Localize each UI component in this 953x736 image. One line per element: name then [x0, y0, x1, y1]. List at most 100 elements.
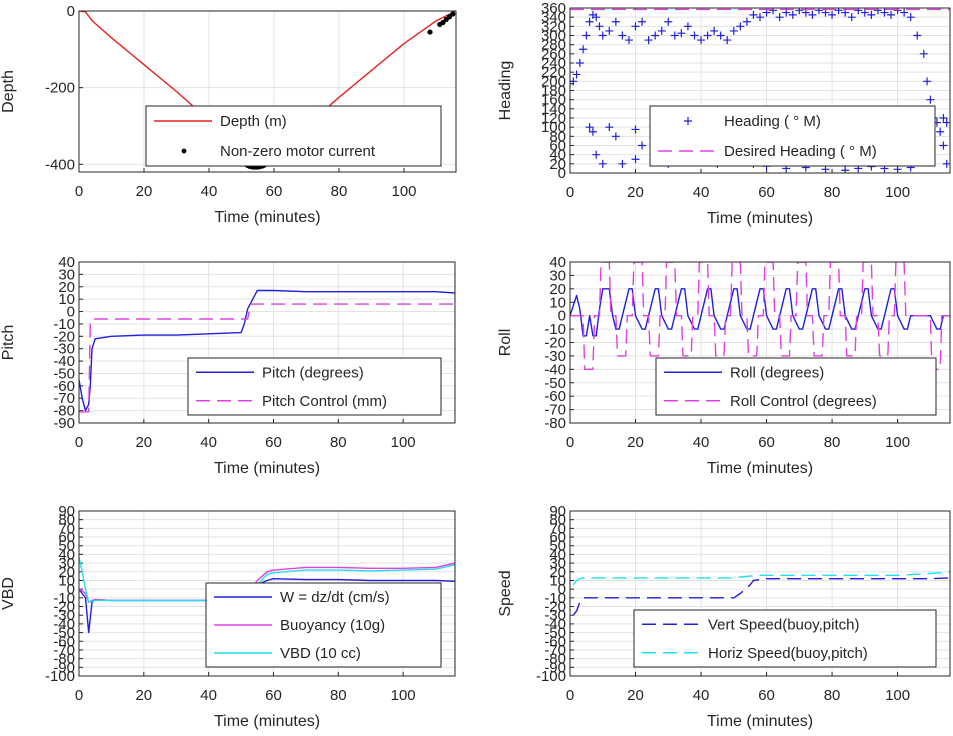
y-tick-label: -80: [53, 403, 75, 420]
data-point: [788, 10, 797, 19]
y-tick-label: -40: [544, 361, 566, 378]
y-tick-label: -40: [53, 616, 75, 633]
data-point: [618, 159, 627, 168]
y-tick-label: -200: [45, 80, 75, 97]
legend-label: Depth (m): [220, 113, 287, 130]
data-point: [631, 125, 640, 134]
data-point: [834, 8, 843, 15]
series-group: [79, 289, 455, 413]
data-point: [867, 10, 876, 19]
y-tick-label: 300: [541, 28, 566, 45]
data-point: [638, 141, 647, 150]
data-point: [585, 123, 594, 132]
y-tick-label: -30: [544, 607, 566, 624]
y-tick-label: -10: [544, 590, 566, 607]
axes-box: [569, 7, 951, 174]
data-point: [906, 13, 915, 22]
data-point: [611, 132, 620, 141]
y-tick-label: 80: [549, 128, 566, 145]
x-tick-label: 60: [265, 434, 282, 451]
x-tick-label: 60: [266, 183, 283, 200]
data-point: [638, 17, 647, 26]
x-tick-label: 40: [200, 434, 217, 451]
legend-box: [633, 609, 937, 668]
x-tick-label: 40: [693, 434, 710, 451]
y-tick-label: -60: [544, 633, 566, 650]
series-group: [572, 571, 950, 616]
y-tick-label: -50: [544, 625, 566, 642]
y-tick-label: -70: [53, 390, 75, 407]
y-tick-label: 10: [58, 291, 75, 308]
legend: Heading ( ° M) Desired Heading ( ° M): [649, 105, 936, 167]
series-line: [570, 262, 950, 370]
y-tick-label: 0: [558, 308, 566, 325]
x-axis-label: Time (minutes): [707, 713, 813, 730]
x-tick-label: 80: [824, 434, 841, 451]
y-tick-label: 80: [549, 512, 566, 529]
y-tick-label: -80: [544, 415, 566, 432]
axes-box: [78, 510, 456, 677]
y-tick-label: 50: [549, 538, 566, 555]
data-point: [624, 36, 633, 45]
y-tick-label: 30: [549, 555, 566, 572]
data-point: [611, 17, 620, 26]
series-line: [79, 289, 455, 412]
y-tick-label: -90: [544, 659, 566, 676]
y-tick-label: 0: [558, 581, 566, 598]
x-tick-label: 80: [330, 687, 347, 704]
legend-label: Pitch (degrees): [262, 364, 364, 381]
x-axis-label: Time (minutes): [707, 210, 813, 227]
legend-label: VBD (10 cc): [280, 645, 361, 662]
y-tick-label: -30: [53, 607, 75, 624]
data-point: [582, 31, 591, 40]
x-axis-label: Time (minutes): [214, 209, 320, 226]
y-tick-label: 340: [541, 9, 566, 26]
y-tick-label: 30: [549, 267, 566, 284]
y-tick-label: -100: [45, 668, 75, 685]
x-axis-label: Time (minutes): [214, 713, 320, 730]
data-point: [775, 13, 784, 22]
legend-label: Roll (degrees): [730, 364, 824, 381]
data-point: [631, 22, 640, 31]
data-point: [887, 10, 896, 19]
y-tick-label: -40: [53, 353, 75, 370]
data-point: [936, 127, 945, 136]
data-point: [847, 13, 856, 22]
legend: Pitch (degrees) Pitch Control (mm): [187, 357, 442, 416]
y-tick-label: -30: [53, 341, 75, 358]
legend-box: [655, 357, 937, 416]
x-tick-label: 20: [627, 687, 644, 704]
x-tick-label: 40: [200, 687, 217, 704]
y-tick-label: -50: [53, 365, 75, 382]
data-point: [664, 17, 673, 26]
data-point: [942, 159, 950, 168]
data-point: [592, 150, 601, 159]
data-point: [427, 29, 433, 35]
y-tick-label: 10: [58, 572, 75, 589]
y-tick-label: -100: [536, 668, 566, 685]
data-point: [814, 8, 823, 15]
y-tick-label: -20: [53, 599, 75, 616]
y-tick-label: 80: [58, 512, 75, 529]
y-tick-label: 20: [58, 564, 75, 581]
data-point: [710, 26, 719, 35]
legend-label: Pitch Control (mm): [262, 393, 387, 410]
data-point: [873, 8, 882, 15]
x-tick-label: 100: [885, 687, 910, 704]
data-point: [570, 77, 578, 86]
chart-panel-2: 0 20 40 60 80 1000204060801001201401601802002…: [497, 0, 951, 227]
axes-box: [569, 261, 951, 424]
data-point: [605, 123, 614, 132]
data-point: [631, 155, 640, 164]
data-point: [756, 13, 764, 22]
data-point: [808, 10, 817, 19]
x-tick-label: 60: [758, 184, 775, 201]
data-point: [618, 31, 627, 40]
data-point: [670, 31, 679, 40]
data-point: [795, 8, 804, 15]
y-tick-label: 360: [541, 0, 566, 17]
y-tick-label: -20: [53, 328, 75, 345]
axes-box: [78, 261, 456, 424]
chart-panel-3: 0 20 40 60 80 100-90-80-70-60-50-40-30-20-100…: [0, 254, 456, 477]
chart-panel-4: 0 20 40 60 80 100-80-70-60-50-40-30-20-100102…: [497, 254, 951, 477]
